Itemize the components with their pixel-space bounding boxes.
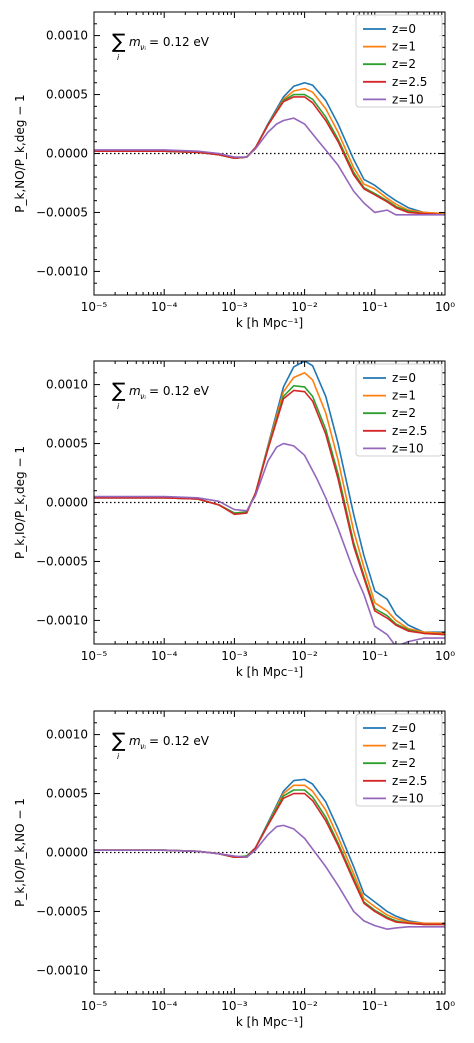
y-axis-label: P_k,IO/P_k,NO − 1 [13, 798, 27, 907]
legend-label: z=0 [392, 22, 416, 36]
annotation-sum-index: i [117, 53, 120, 62]
annotation-mass-sub: νᵢ [140, 392, 146, 401]
series-line-z-2-5 [94, 389, 445, 636]
y-tick-label: −0.0010 [36, 264, 88, 278]
x-tick-label: 10⁻³ [221, 999, 248, 1013]
y-tick-label: 0.0005 [46, 88, 88, 102]
annotation-value: = 0.12 eV [149, 35, 210, 49]
chart-panel-1: 10⁻⁵ 10⁻⁴ 10⁻³ 10⁻² 10⁻¹ 10⁰ −0.0010 −0.0005 0.0… [13, 11, 455, 330]
legend-label: z=10 [392, 92, 424, 106]
legend-label: z=2.5 [392, 424, 427, 438]
x-tick-label: 10⁻¹ [362, 300, 389, 314]
series-line-z-2 [94, 93, 445, 216]
annotation-value: = 0.12 eV [149, 384, 210, 398]
x-tick-label: 10⁻⁴ [151, 999, 178, 1013]
legend-label: z=1 [392, 739, 416, 753]
x-tick-label: 10⁻³ [221, 300, 248, 314]
y-tick-label: 0.0005 [46, 437, 88, 451]
y-tick-label: 0.0000 [46, 496, 88, 510]
x-tick-label: 10⁻⁴ [151, 649, 178, 663]
annotation-sum-symbol: ∑ [112, 29, 126, 53]
annotation-mass: m [129, 384, 141, 398]
series-line-z-10 [94, 442, 445, 644]
y-tick-label: −0.0005 [36, 904, 88, 918]
x-tick-label: 10⁻² [291, 300, 318, 314]
annotation-mass-sub: νᵢ [140, 742, 146, 751]
x-tick-label: 10⁻⁵ [81, 999, 108, 1013]
y-tick-label: 0.0000 [46, 147, 88, 161]
x-tick-label: 10⁻² [291, 649, 318, 663]
x-tick-label: 10⁻³ [221, 649, 248, 663]
legend-label: z=10 [392, 791, 424, 805]
series-lines [94, 778, 445, 930]
annotation-sum-index: i [117, 752, 120, 761]
y-tick-label: −0.0005 [36, 205, 88, 219]
chart-panel-3: 10⁻⁵ 10⁻⁴ 10⁻³ 10⁻² 10⁻¹ 10⁰ −0.0010 −0.0005 0.0… [13, 710, 455, 1029]
annotation-sum-symbol: ∑ [112, 378, 126, 402]
legend-box [355, 14, 443, 108]
series-line-z-2-5 [94, 792, 445, 926]
annotation-mass: m [129, 734, 141, 748]
x-tick-label: 10⁻¹ [362, 649, 389, 663]
series-line-z-10 [94, 824, 445, 930]
chart-panel-2: 10⁻⁵ 10⁻⁴ 10⁻³ 10⁻² 10⁻¹ 10⁰ −0.0010 −0.0005 0.0… [13, 360, 455, 679]
legend-label: z=2.5 [392, 774, 427, 788]
y-tick-label: 0.0010 [46, 378, 88, 392]
x-tick-label: 10⁻⁵ [81, 300, 108, 314]
annotation-mass: m [129, 35, 141, 49]
annotation-sum-symbol: ∑ [112, 728, 126, 752]
y-axis-label: P_k,IO/P_k,deg − 1 [13, 446, 27, 559]
y-tick-label: −0.0010 [36, 613, 88, 627]
legend-label: z=10 [392, 441, 424, 455]
series-line-z-10 [94, 117, 445, 216]
y-tick-label: 0.0010 [46, 29, 88, 43]
y-axis-label: P_k,NO/P_k,deg − 1 [13, 94, 27, 212]
legend-label: z=2.5 [392, 75, 427, 89]
annotation-value: = 0.12 eV [149, 734, 210, 748]
legend-label: z=1 [392, 389, 416, 403]
x-tick-label: 10⁻⁴ [151, 300, 178, 314]
y-tick-label: 0.0010 [46, 728, 88, 742]
legend-label: z=2 [392, 57, 416, 71]
series-lines [94, 81, 445, 216]
y-tick-label: −0.0010 [36, 963, 88, 977]
x-tick-label: 10⁻¹ [362, 999, 389, 1013]
x-tick-label: 10⁰ [435, 300, 455, 314]
legend-box [355, 713, 443, 807]
x-tick-label: 10⁰ [435, 649, 455, 663]
x-tick-label: 10⁰ [435, 999, 455, 1013]
y-tick-label: −0.0005 [36, 554, 88, 568]
y-tick-label: 0.0005 [46, 787, 88, 801]
series-lines [94, 361, 445, 644]
x-tick-label: 10⁻⁵ [81, 649, 108, 663]
x-axis-label: k [h Mpc⁻¹] [236, 665, 303, 679]
x-axis-label: k [h Mpc⁻¹] [236, 1015, 303, 1029]
series-line-z-2-5 [94, 96, 445, 216]
x-axis-label: k [h Mpc⁻¹] [236, 316, 303, 330]
legend-box [355, 363, 443, 457]
legend-label: z=1 [392, 40, 416, 54]
legend-label: z=0 [392, 371, 416, 385]
legend-label: z=2 [392, 406, 416, 420]
y-tick-label: 0.0000 [46, 846, 88, 860]
x-tick-label: 10⁻² [291, 999, 318, 1013]
series-line-z-2 [94, 789, 445, 926]
annotation-mass-sub: νᵢ [140, 43, 146, 52]
legend-label: z=2 [392, 756, 416, 770]
legend-label: z=0 [392, 721, 416, 735]
annotation-sum-index: i [117, 402, 120, 411]
